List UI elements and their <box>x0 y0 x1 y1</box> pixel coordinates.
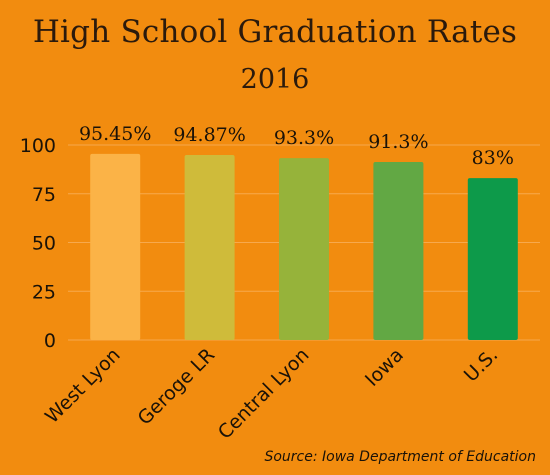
y-tick-label-1: 25 <box>32 281 56 303</box>
x-tick-label-1: Geroge LR <box>134 344 220 430</box>
bar-3 <box>373 161 424 340</box>
x-tick-label-3: Iowa <box>361 344 408 391</box>
chart-title: High School Graduation Rates <box>32 14 518 50</box>
x-tick-label-4: U.S. <box>460 344 502 386</box>
y-tick-label-2: 50 <box>32 233 56 255</box>
y-tick-label-0: 0 <box>44 330 56 352</box>
data-label-2: 93.3% <box>274 127 334 149</box>
y-tick-label-3: 75 <box>32 184 56 206</box>
x-tick-label-2: Central Lyon <box>214 344 314 444</box>
bar-4 <box>467 178 518 340</box>
bar-2 <box>279 158 329 340</box>
data-label-1: 94.87% <box>173 124 245 146</box>
bar-0 <box>90 153 141 340</box>
data-label-3: 91.3% <box>368 131 428 153</box>
x-tick-label-0: West Lyon <box>41 344 125 428</box>
y-tick-label-4: 100 <box>20 135 56 157</box>
chart-subtitle: 2016 <box>240 64 310 95</box>
bar-1 <box>184 155 235 340</box>
data-label-0: 95.45% <box>79 123 151 145</box>
data-label-4: 83% <box>472 147 514 169</box>
source-note: Source: Iowa Department of Education <box>264 449 536 465</box>
